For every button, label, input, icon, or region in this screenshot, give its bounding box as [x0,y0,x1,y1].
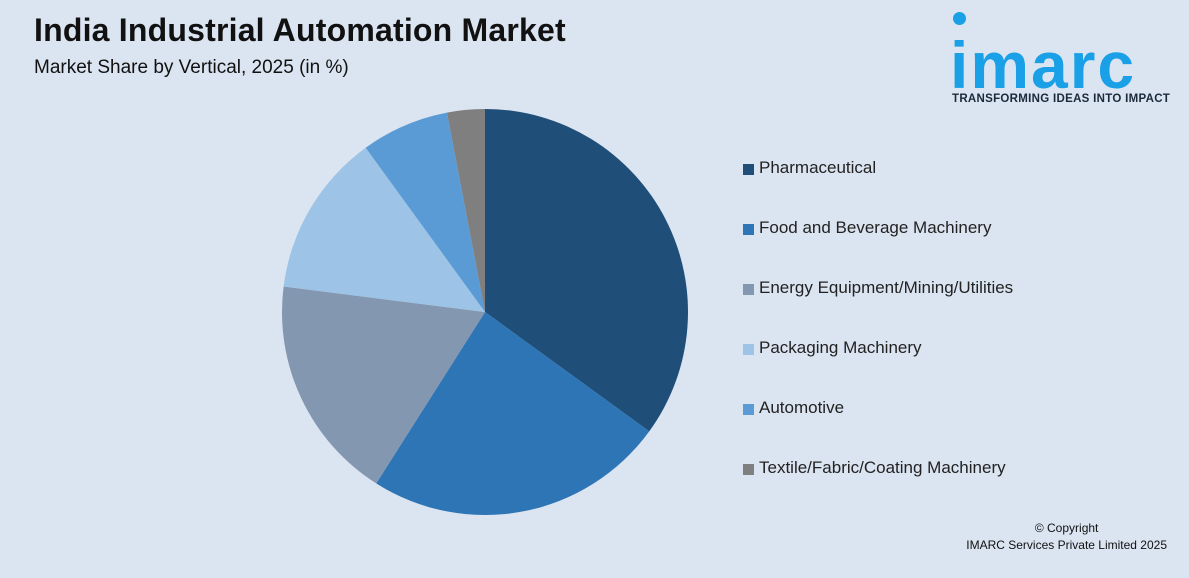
legend-swatch [743,464,754,475]
copyright-company: IMARC Services Private Limited 2025 [966,538,1167,552]
pie-slice-pharmaceutical [485,109,688,432]
legend-swatch [743,164,754,175]
pie-slice-energy-equipment-mining-utilities [282,286,485,484]
legend-swatch [743,404,754,415]
legend-label: Energy Equipment/Mining/Utilities [759,278,1014,297]
pie-slice-food-and-beverage-machinery [376,312,650,515]
logo-tagline: TRANSFORMING IDEAS INTO IMPACT [952,93,1171,105]
pie-slice-textile-fabric-coating-machinery [446,109,485,312]
pie-chart [282,109,688,515]
legend-label: Pharmaceutical [759,158,877,177]
legend-label: Food and Beverage Machinery [759,218,992,237]
pie-slice-packaging-machinery [283,147,485,312]
imarc-logo: imarc TRANSFORMING IDEAS INTO IMPACT [948,12,1178,112]
pie-slice-automotive [365,112,485,312]
chart-title: India Industrial Automation Market [34,12,566,48]
legend-label: Textile/Fabric/Coating Machinery [759,458,1006,477]
copyright-line: © Copyright [1034,521,1099,535]
logo-dot [953,12,966,25]
logo-wordmark: imarc [950,28,1137,102]
copyright-notice: © Copyright IMARC Services Private Limit… [966,520,1167,554]
legend-swatch [743,344,754,355]
legend-label: Automotive [759,398,845,417]
legend-swatch [743,224,754,235]
legend-swatch [743,284,754,295]
chart-subtitle: Market Share by Vertical, 2025 (in %) [34,57,349,78]
legend-label: Packaging Machinery [759,338,922,357]
